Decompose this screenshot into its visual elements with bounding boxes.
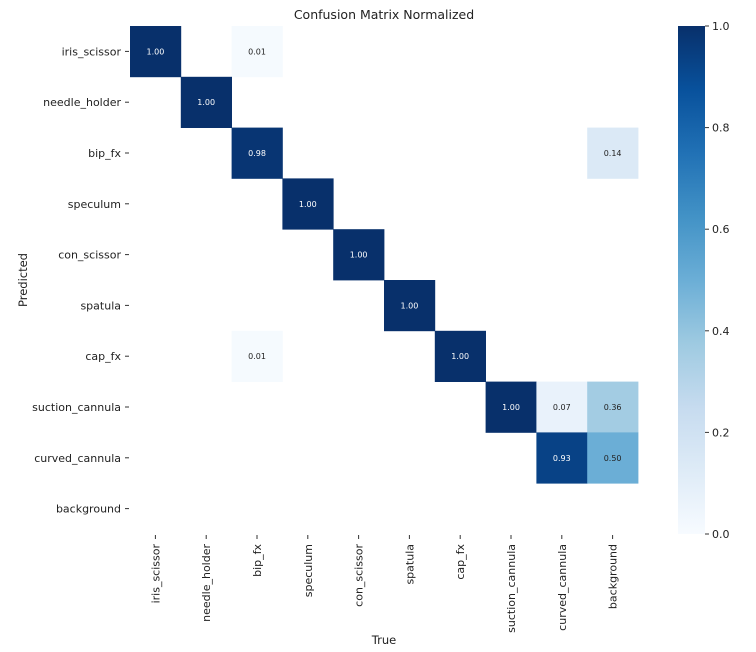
colorbar-ticks: 0.0 0.2 0.4 0.6 0.8 1.0 xyxy=(705,20,730,541)
colorbar-tick-label: 0.0 xyxy=(712,528,730,541)
x-tick-label: bip_fx xyxy=(251,544,264,577)
y-axis-label: Predicted xyxy=(16,253,30,307)
x-tick-label: needle_holder xyxy=(200,544,213,622)
y-tick-label: needle_holder xyxy=(43,96,121,109)
x-tick-label: con_scissor xyxy=(353,544,366,607)
x-axis-label: True xyxy=(371,633,396,647)
x-tick-label: curved_cannula xyxy=(556,544,569,631)
x-tick-label: cap_fx xyxy=(454,544,467,580)
colorbar-tick-label: 0.2 xyxy=(712,426,730,439)
heatmap-cell xyxy=(485,381,537,433)
heatmap-cell xyxy=(231,330,283,382)
heatmap-cell xyxy=(231,26,283,78)
y-tick-label: con_scissor xyxy=(58,249,121,262)
heatmap-cell xyxy=(384,280,436,332)
heatmap-cell xyxy=(231,127,283,179)
heatmap-cell xyxy=(180,76,232,128)
cell-value-label: 0.01 xyxy=(248,352,266,361)
y-tick-label: cap_fx xyxy=(85,350,121,363)
cell-value-label: 1.00 xyxy=(502,403,520,412)
heatmap-cells: 1.00 0.01 1.00 0.98 0.14 1.00 1.00 1.00 0.01 1.00… xyxy=(130,26,639,484)
cell-value-label: 0.93 xyxy=(553,454,571,463)
heatmap-cell xyxy=(130,26,182,78)
cell-value-label: 0.01 xyxy=(248,47,266,56)
heatmap-cell xyxy=(536,432,588,484)
x-tick-label: iris_scissor xyxy=(149,544,162,604)
heatmap-cell xyxy=(333,229,385,281)
cell-value-label: 1.00 xyxy=(350,251,368,260)
cell-value-label: 0.50 xyxy=(604,454,622,463)
y-tick-label: iris_scissor xyxy=(62,45,122,58)
x-tick-label: spatula xyxy=(403,544,416,585)
colorbar-tick-label: 0.6 xyxy=(712,223,730,236)
heatmap-cell xyxy=(587,432,639,484)
y-tick-label: suction_cannula xyxy=(32,401,121,414)
heatmap-cell xyxy=(587,127,639,179)
heatmap-cell xyxy=(536,381,588,433)
cell-value-label: 0.36 xyxy=(604,403,622,412)
cell-value-label: 0.98 xyxy=(248,149,266,158)
y-tick-label: bip_fx xyxy=(88,147,121,160)
x-axis-ticks: iris_scissor needle_holder bip_fx speculum c… xyxy=(149,535,620,633)
x-tick-label: background xyxy=(607,544,620,609)
heatmap-cell xyxy=(282,178,334,230)
cell-value-label: 0.14 xyxy=(604,149,622,158)
y-tick-label: curved_cannula xyxy=(34,452,121,465)
cell-value-label: 0.07 xyxy=(553,403,571,412)
x-tick-label: speculum xyxy=(302,544,315,597)
cell-value-label: 1.00 xyxy=(146,47,164,56)
cell-value-label: 1.00 xyxy=(197,98,215,107)
colorbar-tick-label: 0.4 xyxy=(712,325,730,338)
heatmap-cell xyxy=(434,330,486,382)
cell-value-label: 1.00 xyxy=(400,301,418,310)
y-tick-label: background xyxy=(56,503,121,516)
colorbar-tick-label: 1.0 xyxy=(712,20,730,33)
y-tick-label: spatula xyxy=(80,299,121,312)
colorbar xyxy=(678,26,705,534)
x-tick-label: suction_cannula xyxy=(505,544,518,633)
colorbar-tick-label: 0.8 xyxy=(712,122,730,135)
cell-value-label: 1.00 xyxy=(299,200,317,209)
heatmap-cell xyxy=(587,381,639,433)
y-axis-ticks: iris_scissor needle_holder bip_fx speculum c… xyxy=(32,45,129,516)
chart-title: Confusion Matrix Normalized xyxy=(294,7,474,22)
cell-value-label: 1.00 xyxy=(451,352,469,361)
y-tick-label: speculum xyxy=(68,198,121,211)
